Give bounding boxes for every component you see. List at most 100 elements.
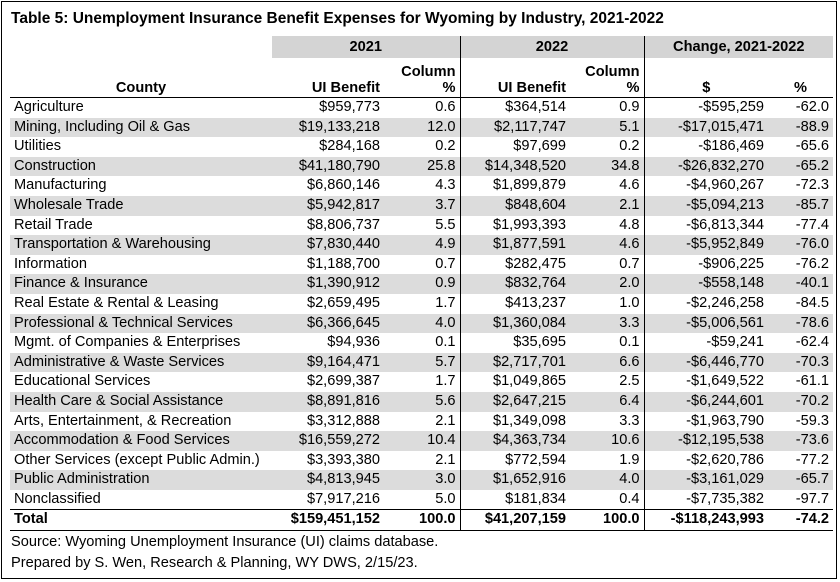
- row-industry-name: Utilities: [14, 138, 62, 155]
- row-industry-name: Construction: [10, 156, 272, 177]
- total-change-dollar: -$118,243,993: [643, 509, 768, 532]
- row-ui-2022: $1,993,393: [459, 215, 570, 236]
- row-change-pct: -62.0: [795, 99, 830, 115]
- table-row: Educational Services $2,699,387 1.7 $1,049,…: [10, 372, 833, 392]
- row-change-dollar: -$595,259: [643, 97, 768, 118]
- total-ui-2022: $41,207,159: [459, 509, 570, 532]
- total-pct-2021: 100.0: [384, 509, 460, 532]
- table-row: Agriculture $959,773 0.6 $364,514 0.9 -$595,2…: [10, 97, 833, 118]
- row-change-pct: -72.3: [795, 177, 830, 194]
- row-pct-2021: 4.0: [384, 313, 460, 334]
- row-ui-2022: $14,348,520: [459, 156, 570, 177]
- table-row: Professional & Technical Services $6,366,…: [10, 313, 834, 334]
- row-ui-2022: $772,594: [459, 450, 570, 471]
- row-pct-2022: 3.3: [570, 313, 644, 334]
- group-header-change: Change, 2021-2022: [643, 36, 834, 58]
- row-change-dollar: -$12,195,538: [643, 431, 768, 451]
- table-row: Health Care & Social Assistance $8,891,81…: [10, 391, 834, 412]
- row-change-pct: -78.6: [768, 313, 834, 334]
- row-ui-2021: $19,133,218: [272, 117, 384, 138]
- group-header-2022: 2022: [459, 36, 644, 58]
- table-row: Utilities $284,168 0.2 $97,699 0.2 -$186,469-…: [10, 137, 833, 157]
- row-ui-2021: $94,936: [327, 334, 380, 351]
- header-ui-2022: UI Benefit: [459, 58, 570, 98]
- row-ui-2021: $2,699,387: [306, 373, 380, 390]
- row-ui-2022: $282,475: [459, 254, 570, 275]
- row-ui-2021: $7,917,216: [306, 490, 380, 507]
- row-ui-2022: $364,514: [459, 97, 570, 118]
- row-ui-2021: $5,942,817: [272, 195, 384, 216]
- row-industry-name: Arts, Entertainment, & Recreation: [14, 412, 232, 429]
- header-col-pct-2022: Column%: [570, 58, 644, 98]
- row-ui-2022: $2,117,747: [459, 117, 570, 138]
- row-change-pct: -88.9: [768, 117, 834, 138]
- row-pct-2022: 0.4: [619, 490, 640, 507]
- table-row: Arts, Entertainment, & Recreation $3,312,…: [10, 411, 833, 432]
- row-industry-name: Agriculture: [14, 99, 84, 115]
- row-industry-name: Wholesale Trade: [10, 195, 272, 216]
- row-ui-2022: $832,764: [459, 274, 570, 294]
- group-header-blank: [10, 36, 272, 58]
- row-pct-2022: 4.6: [570, 235, 644, 255]
- row-pct-2022: 0.7: [619, 255, 640, 272]
- row-industry-name: Health Care & Social Assistance: [10, 391, 272, 412]
- table-row: Public Administration $4,813,945 3.0 $1,652…: [10, 470, 834, 490]
- group-header-2021: 2021: [272, 36, 460, 58]
- table-row: Accommodation & Food Services $16,559,272…: [10, 431, 834, 451]
- row-industry-name: Mining, Including Oil & Gas: [10, 117, 272, 138]
- row-change-dollar: -$1,963,790: [643, 411, 768, 432]
- row-pct-2022: 3.3: [619, 412, 640, 429]
- row-pct-2022: 5.1: [570, 117, 644, 138]
- row-change-pct: -77.4: [795, 216, 830, 233]
- table-row: Other Services (except Public Admin.) $3,…: [10, 450, 833, 471]
- row-pct-2021: 5.7: [384, 352, 460, 373]
- row-pct-2022: 4.0: [570, 470, 644, 490]
- row-pct-2021: 1.7: [435, 294, 456, 311]
- row-ui-2021: $41,180,790: [272, 156, 384, 177]
- row-pct-2021: 0.7: [435, 255, 456, 272]
- row-pct-2022: 2.5: [619, 373, 640, 390]
- row-change-dollar: -$5,006,561: [643, 313, 768, 334]
- row-change-dollar: -$5,094,213: [643, 195, 768, 216]
- prepared-note: Prepared by S. Wen, Research & Planning,…: [11, 555, 418, 571]
- row-industry-name: Manufacturing: [14, 177, 107, 194]
- row-change-pct: -61.1: [795, 373, 830, 390]
- table-row: Finance & Insurance $1,390,912 0.9 $832,764…: [10, 274, 834, 294]
- header-col-pct-2022-line2: %: [626, 80, 640, 96]
- total-pct-2022: 100.0: [570, 509, 644, 532]
- row-industry-name: Public Administration: [10, 470, 272, 490]
- row-pct-2022: 4.8: [619, 216, 640, 233]
- row-industry-name: Information: [14, 255, 88, 272]
- row-pct-2021: 4.9: [384, 235, 460, 255]
- row-ui-2021: $3,312,888: [306, 412, 380, 429]
- row-pct-2022: 34.8: [570, 156, 644, 177]
- table-row: Real Estate & Rental & Leasing $2,659,495…: [10, 293, 833, 314]
- table-row: Mining, Including Oil & Gas $19,133,218 12…: [10, 117, 834, 138]
- total-ui-2021: $159,451,152: [272, 509, 384, 532]
- row-pct-2021: 5.5: [435, 216, 456, 233]
- total-change-pct: -74.2: [768, 509, 834, 532]
- row-pct-2022: 4.6: [619, 177, 640, 194]
- row-change-dollar: -$6,446,770: [643, 352, 768, 373]
- row-pct-2021: 0.2: [435, 138, 456, 155]
- row-ui-2021: $1,390,912: [272, 274, 384, 294]
- row-pct-2022: 6.6: [570, 352, 644, 373]
- row-change-pct: -62.4: [795, 334, 830, 351]
- row-change-pct: -85.7: [768, 195, 834, 216]
- row-change-pct: -84.5: [795, 294, 830, 311]
- row-ui-2021: $2,659,495: [306, 294, 380, 311]
- header-col-pct-2021-line1: Column: [401, 64, 456, 80]
- row-change-dollar: -$4,960,267: [643, 176, 768, 196]
- table-title: Table 5: Unemployment Insurance Benefit …: [11, 10, 664, 27]
- row-change-pct: -65.2: [768, 156, 834, 177]
- row-pct-2022: 10.6: [570, 431, 644, 451]
- row-pct-2021: 5.0: [435, 490, 456, 507]
- row-industry-name: Educational Services: [14, 373, 151, 390]
- row-change-dollar: -$17,015,471: [643, 117, 768, 138]
- row-change-dollar: -$6,244,601: [643, 391, 768, 412]
- row-ui-2021: $1,188,700: [306, 255, 380, 272]
- row-industry-name: Transportation & Warehousing: [10, 235, 272, 255]
- row-pct-2021: 5.6: [384, 391, 460, 412]
- row-change-pct: -70.2: [768, 391, 834, 412]
